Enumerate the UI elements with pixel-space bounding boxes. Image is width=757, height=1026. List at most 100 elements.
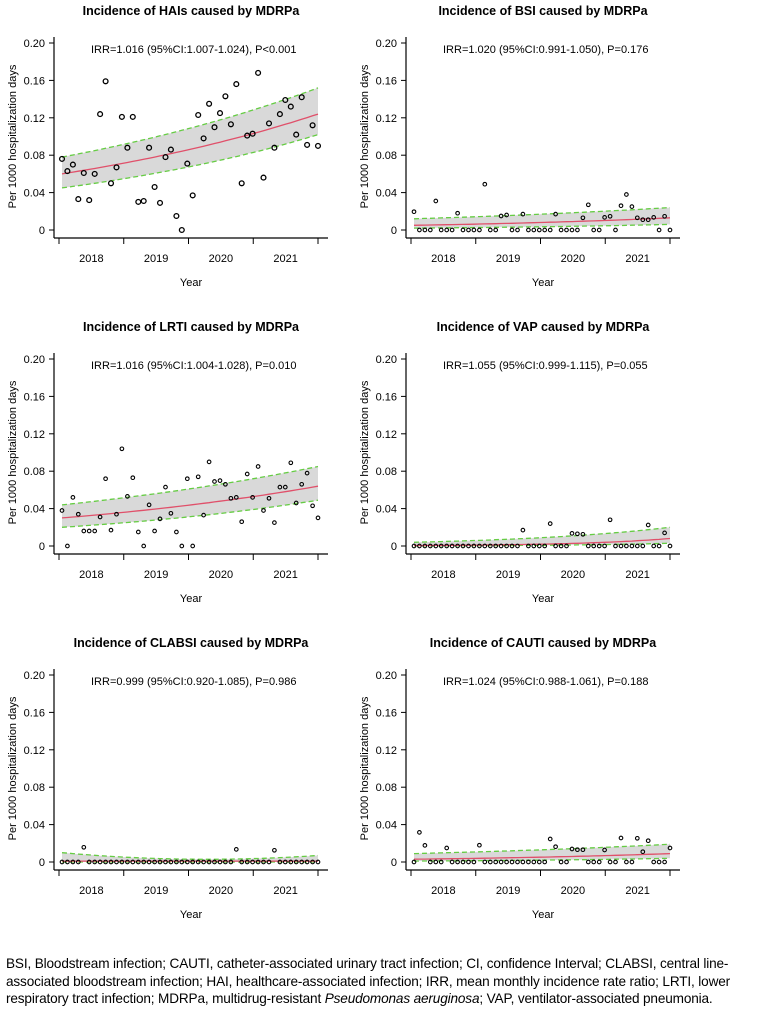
data-point [86,197,93,204]
data-point [591,859,597,865]
data-point [471,227,477,233]
data-point [195,859,201,865]
data-point [477,842,482,848]
data-point [645,522,651,528]
data-point [200,135,207,142]
y-tick-label: 0.12 [376,429,397,441]
data-point [477,227,482,233]
data-point [449,227,455,233]
data-point [250,495,255,500]
data-point [201,512,206,518]
data-point [304,470,310,476]
data-point [266,859,272,865]
data-point [417,830,422,835]
data-point [509,227,515,233]
chart-title: Incidence of LRTI caused by MDRPa [83,320,300,334]
data-point [249,130,256,137]
irr-annotation: IRR=1.016 (95%CI:1.007-1.024), P<0.001 [91,44,296,56]
x-tick-label: 2019 [496,569,520,581]
data-point [618,543,624,549]
data-point [553,844,558,850]
y-tick-label: 0.20 [24,670,45,682]
ci-lower-line [61,133,319,189]
data-point [277,484,283,490]
x-tick-label: 2021 [625,885,649,897]
y-tick-label: 0.08 [24,150,45,162]
data-point [206,100,213,107]
y-tick-label: 0 [39,225,45,237]
data-point [596,227,602,233]
data-point [70,859,76,865]
ci-upper-line [413,206,671,220]
x-tick-label: 2018 [79,569,103,581]
data-point [585,859,591,865]
data-point [152,859,157,865]
data-point [624,192,629,197]
chart-title: Incidence of CLABSI caused by MDRPa [74,636,310,650]
data-point [498,543,504,549]
data-point [602,847,607,853]
data-point [174,859,179,865]
y-tick-label: 0.08 [24,466,45,478]
ci-band [62,852,318,862]
data-point [613,543,618,549]
data-point [438,227,444,233]
x-tick-label: 2019 [144,569,168,581]
data-point [482,543,488,549]
data-point [80,169,87,177]
data-point [422,227,428,233]
data-point [515,543,520,549]
figure: Incidence of HAIs caused by MDRPa 0 0.04 0.… [0,0,680,921]
data-point [575,227,580,233]
data-point [629,204,635,209]
data-point [607,517,613,523]
data-point [244,132,251,139]
data-point [558,859,564,865]
data-point [629,859,635,865]
data-point [298,94,305,101]
data-point [531,227,537,233]
data-point [140,197,147,205]
y-tick-label: 0.04 [24,504,45,516]
data-point [634,835,640,841]
data-point [547,836,553,842]
data-point [114,511,119,517]
data-point [520,211,526,217]
data-point [466,543,471,549]
data-point [282,96,289,104]
data-point [107,180,115,187]
data-point [531,859,537,865]
data-point [482,859,488,865]
chart-panel-1: Incidence of HAIs caused by MDRPa 0 0.04 0.… [0,0,378,300]
y-axis-label: Per 1000 hospitalization days [359,696,371,840]
data-point [585,202,591,208]
y-tick-label: 0.16 [24,75,45,87]
x-tick-label: 2019 [144,885,168,897]
data-point [466,227,471,233]
y-axis-label: Per 1000 hospitalization days [359,64,371,208]
data-point [223,481,228,487]
chart-panel-3: Incidence of LRTI caused by MDRPa 0 0.04 0.… [0,316,378,616]
data-point [585,543,591,549]
data-point [184,476,190,482]
data-point [493,227,499,233]
data-point [498,859,504,865]
data-point [91,170,98,177]
data-point [108,527,114,533]
y-tick-label: 0.12 [24,113,45,125]
x-axis-label: Year [532,277,555,289]
data-point [239,519,245,525]
y-tick-label: 0.04 [376,820,397,832]
fitted-trend-line [61,113,319,175]
data-point [640,543,646,549]
data-point [97,111,104,118]
x-tick-label: 2020 [209,885,233,897]
data-point [629,543,635,549]
data-point [299,859,305,865]
data-point [449,543,455,549]
data-point [651,543,657,549]
caption-species-italic: Pseudomonas aeruginosa [324,991,480,1006]
data-point [255,859,261,865]
irr-annotation: IRR=1.016 (95%CI:1.004-1.028), P=0.010 [91,360,296,372]
data-point [613,227,618,233]
